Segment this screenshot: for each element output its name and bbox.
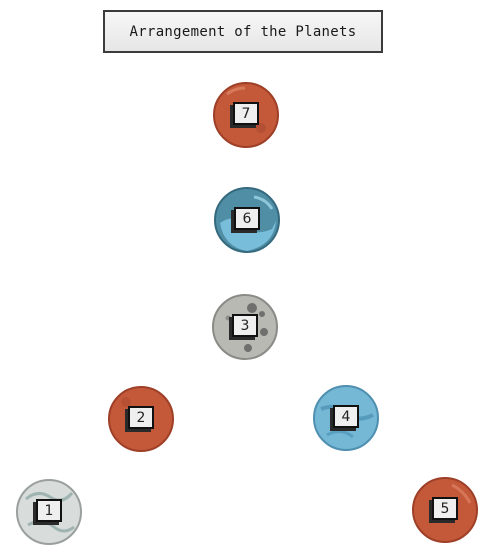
planet-1-label: 1 [36,499,62,522]
planet-5-label: 5 [432,497,458,520]
page-title: Arrangement of the Planets [103,10,383,53]
planet-7[interactable]: 7 [213,82,279,148]
planet-4-label: 4 [333,405,359,428]
planet-2-label: 2 [128,406,154,429]
planet-7-label: 7 [233,102,259,125]
planet-3[interactable]: 3 [212,294,278,360]
planet-4[interactable]: 4 [313,385,379,451]
planet-6-label: 6 [234,207,260,230]
planet-6[interactable]: 6 [214,187,280,253]
planet-5[interactable]: 5 [412,477,478,543]
planet-1[interactable]: 1 [16,479,82,545]
planet-3-label: 3 [232,314,258,337]
planet-2[interactable]: 2 [108,386,174,452]
